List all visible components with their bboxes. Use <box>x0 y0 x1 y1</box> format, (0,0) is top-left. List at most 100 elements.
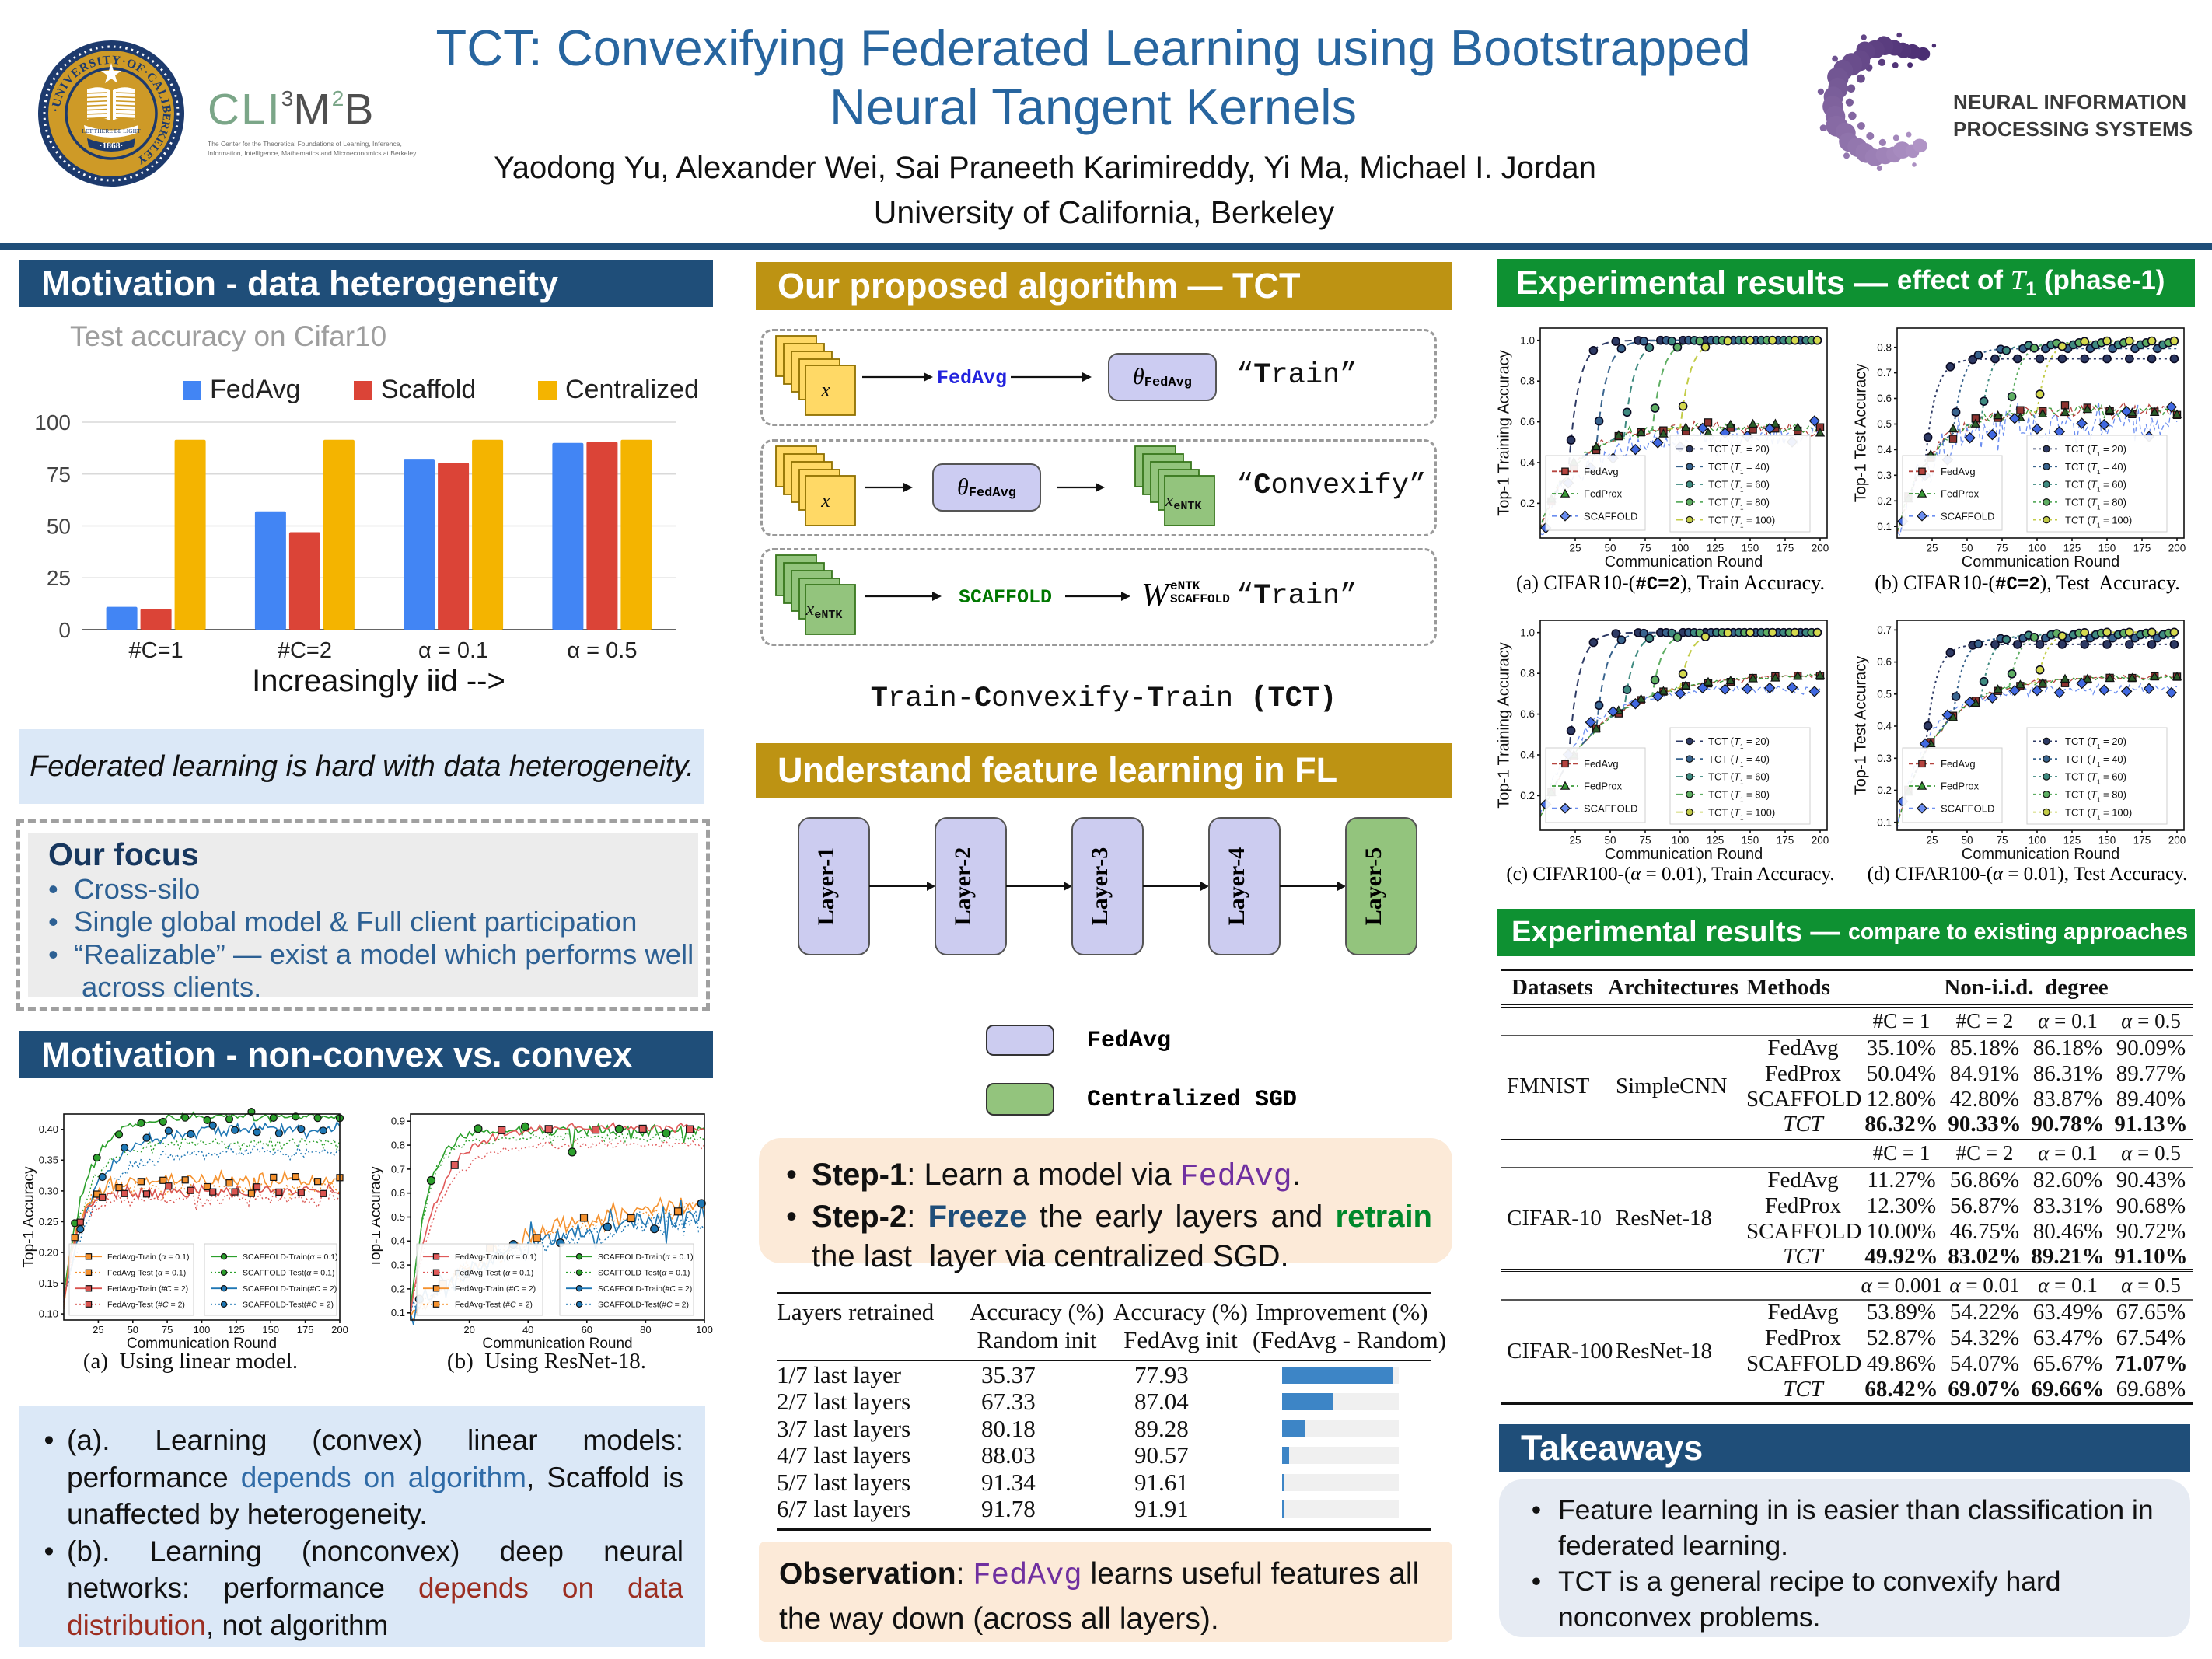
svg-text:FedAvg: FedAvg <box>1941 758 1976 770</box>
svg-text:25: 25 <box>47 566 71 590</box>
svg-text:200: 200 <box>331 1324 348 1336</box>
svg-text:Layer-1: Layer-1 <box>813 847 839 926</box>
svg-text:175: 175 <box>1777 543 1794 554</box>
svg-text:TCT (T1 = 80): TCT (T1 = 80) <box>2065 497 2126 512</box>
svg-text:Layer-4: Layer-4 <box>1224 847 1249 926</box>
svg-text:FedAvg-Train (#C = 2): FedAvg-Train (#C = 2) <box>107 1284 188 1294</box>
svg-text:TCT (T1 = 100): TCT (T1 = 100) <box>1708 806 1775 821</box>
svg-text:x: x <box>820 379 830 401</box>
svg-text:0.3: 0.3 <box>391 1259 405 1271</box>
svg-text:20: 20 <box>463 1324 474 1336</box>
svg-text:0.4: 0.4 <box>1877 444 1892 456</box>
svg-text:FedAvg: FedAvg <box>1941 466 1976 477</box>
svg-text:FedAvg: FedAvg <box>1584 758 1619 770</box>
svg-text:TCT (T1 = 40): TCT (T1 = 40) <box>2065 753 2126 768</box>
svg-text:SCAFFOLD-Test(#C = 2): SCAFFOLD-Test(#C = 2) <box>243 1301 334 1310</box>
svg-text:Top-1 Training Accuracy: Top-1 Training Accuracy <box>1497 642 1513 808</box>
svg-text:0.30: 0.30 <box>39 1185 58 1196</box>
svg-text:125: 125 <box>2063 543 2081 554</box>
svg-text:25: 25 <box>1926 543 1938 554</box>
svg-text:TCT (T1 = 40): TCT (T1 = 40) <box>2065 461 2126 476</box>
svg-text:175: 175 <box>297 1324 314 1336</box>
svg-text:0.6: 0.6 <box>1520 708 1535 720</box>
svg-text:125: 125 <box>1707 543 1725 554</box>
svg-text:0.35: 0.35 <box>39 1154 58 1166</box>
svg-text:0.4: 0.4 <box>1877 721 1892 732</box>
svg-text:NEURAL INFORMATION: NEURAL INFORMATION <box>1953 90 2186 114</box>
svg-text:80: 80 <box>640 1324 651 1336</box>
svg-text:100: 100 <box>2029 835 2046 847</box>
svg-text:TCT (T1 = 60): TCT (T1 = 60) <box>2065 771 2126 786</box>
svg-text:TCT (T1 = 60): TCT (T1 = 60) <box>1708 771 1770 786</box>
svg-text:75: 75 <box>162 1324 173 1336</box>
svg-text:0.3: 0.3 <box>1877 470 1892 481</box>
svg-text:TCT (T1 = 20): TCT (T1 = 20) <box>2065 443 2126 458</box>
svg-text:200: 200 <box>2168 543 2186 554</box>
svg-text:125: 125 <box>2063 835 2081 847</box>
svg-text:Layer-5: Layer-5 <box>1361 847 1386 926</box>
svg-text:TCT (T1 = 20): TCT (T1 = 20) <box>2065 735 2126 750</box>
svg-text:0.8: 0.8 <box>1520 375 1535 387</box>
svg-text:TCT (T1 = 100): TCT (T1 = 100) <box>1708 514 1775 529</box>
svg-text:0.6: 0.6 <box>391 1187 405 1199</box>
svg-text:α = 0.1: α = 0.1 <box>418 638 488 663</box>
svg-text:TCT (T1 = 40): TCT (T1 = 40) <box>1708 461 1770 476</box>
svg-text:FedAvg-Test (α = 0.1): FedAvg-Test (α = 0.1) <box>455 1269 533 1278</box>
svg-text:0.7: 0.7 <box>1877 367 1892 379</box>
svg-text:0.40: 0.40 <box>39 1123 58 1135</box>
svg-text:Layer-2: Layer-2 <box>950 847 976 926</box>
svg-text:FedAvg-Test (#C = 2): FedAvg-Test (#C = 2) <box>107 1301 185 1310</box>
svg-text:Centralized: Centralized <box>565 375 699 404</box>
svg-text:Top-1 Test Accuracy: Top-1 Test Accuracy <box>1854 656 1870 795</box>
svg-text:#C=1: #C=1 <box>129 638 183 663</box>
svg-text:40: 40 <box>522 1324 533 1336</box>
svg-text:125: 125 <box>1707 835 1725 847</box>
svg-text:SCAFFOLD-Train(α = 0.1): SCAFFOLD-Train(α = 0.1) <box>598 1252 694 1262</box>
svg-text:·1868·: ·1868· <box>100 141 124 151</box>
svg-text:FedAvg-Test (α = 0.1): FedAvg-Test (α = 0.1) <box>107 1269 186 1278</box>
svg-text:100: 100 <box>1672 835 1690 847</box>
svg-text:TCT (T1 = 20): TCT (T1 = 20) <box>1708 443 1770 458</box>
svg-text:150: 150 <box>1742 543 1759 554</box>
svg-text:Top-1 Test Accuracy: Top-1 Test Accuracy <box>1854 364 1870 503</box>
svg-text:TCT (T1 = 100): TCT (T1 = 100) <box>2065 514 2132 529</box>
svg-text:SCAFFOLD-Test(α = 0.1): SCAFFOLD-Test(α = 0.1) <box>598 1269 690 1278</box>
svg-text:SCAFFOLD-Test(#C = 2): SCAFFOLD-Test(#C = 2) <box>598 1301 689 1310</box>
svg-text:50: 50 <box>1604 835 1616 847</box>
svg-text:0.1: 0.1 <box>1877 816 1892 828</box>
svg-text:1.0: 1.0 <box>1520 334 1535 346</box>
svg-text:#C=2: #C=2 <box>278 638 332 663</box>
svg-text:TCT (T1 = 80): TCT (T1 = 80) <box>1708 789 1770 804</box>
svg-text:75: 75 <box>47 463 71 487</box>
svg-text:FedProx: FedProx <box>1584 781 1623 792</box>
svg-text:75: 75 <box>1639 835 1651 847</box>
svg-text:LET THERE BE LIGHT: LET THERE BE LIGHT <box>82 127 141 134</box>
svg-text:FedAvg-Train (#C = 2): FedAvg-Train (#C = 2) <box>455 1284 536 1294</box>
svg-text:Communication Round: Communication Round <box>127 1336 277 1352</box>
svg-text:0.2: 0.2 <box>1877 495 1892 507</box>
svg-text:0.2: 0.2 <box>391 1283 405 1294</box>
svg-text:0.2: 0.2 <box>1520 498 1535 509</box>
svg-text:0.1: 0.1 <box>391 1307 405 1318</box>
svg-text:0.9: 0.9 <box>391 1116 405 1127</box>
svg-text:100: 100 <box>696 1324 713 1336</box>
svg-text:Layer-3: Layer-3 <box>1087 847 1113 926</box>
svg-text:0.15: 0.15 <box>39 1277 58 1289</box>
svg-text:0.8: 0.8 <box>391 1140 405 1151</box>
svg-text:150: 150 <box>2098 835 2116 847</box>
svg-text:200: 200 <box>2168 835 2186 847</box>
svg-text:0.6: 0.6 <box>1877 393 1892 404</box>
svg-text:SCAFFOLD-Train(#C = 2): SCAFFOLD-Train(#C = 2) <box>243 1284 337 1294</box>
svg-text:0.20: 0.20 <box>39 1246 58 1258</box>
svg-text:0.2: 0.2 <box>1877 784 1892 796</box>
svg-text:FedProx: FedProx <box>1941 781 1980 792</box>
svg-text:100: 100 <box>34 410 71 435</box>
svg-text:200: 200 <box>1812 543 1829 554</box>
svg-text:Top-1 Accuracy: Top-1 Accuracy <box>21 1166 37 1267</box>
svg-text:PROCESSING SYSTEMS: PROCESSING SYSTEMS <box>1953 117 2193 141</box>
svg-text:Top-1 Accuracy: Top-1 Accuracy <box>372 1166 384 1267</box>
svg-text:0.25: 0.25 <box>39 1216 58 1228</box>
svg-text:75: 75 <box>1639 543 1651 554</box>
svg-text:100: 100 <box>1672 543 1690 554</box>
svg-text:100: 100 <box>2029 543 2046 554</box>
